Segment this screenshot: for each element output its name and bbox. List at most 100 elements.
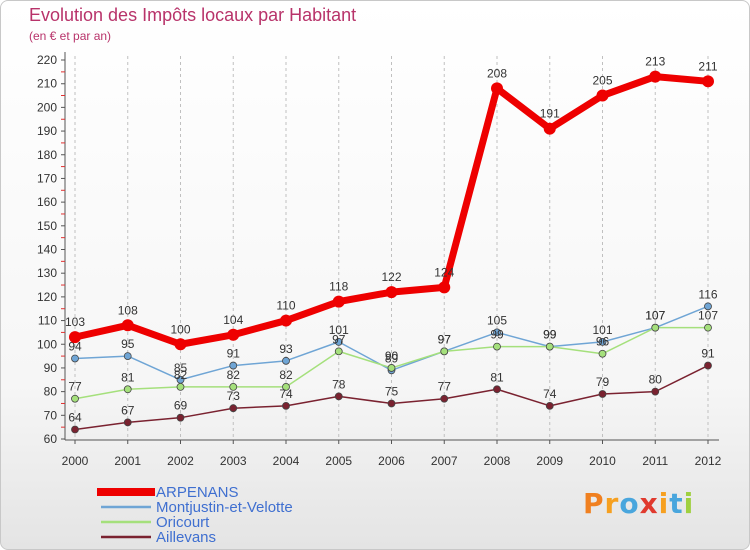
data-label-montjustin-et-velotte: 97 bbox=[438, 332, 452, 346]
series-arpenans: 103 108 100 104 110 118 122 124 208 191 205 213 211 bbox=[65, 55, 718, 351]
data-point-montjustin-et-velotte bbox=[493, 328, 501, 337]
x-tick-label: 2008 bbox=[484, 454, 511, 468]
data-point-arpenans bbox=[702, 75, 714, 88]
data-label-montjustin-et-velotte: 105 bbox=[487, 313, 507, 327]
data-point-aillevans bbox=[651, 387, 660, 396]
data-label-aillevans: 69 bbox=[174, 399, 188, 413]
data-label-arpenans: 208 bbox=[487, 66, 507, 80]
data-label-oricourt: 82 bbox=[279, 368, 293, 382]
data-point-oricourt bbox=[334, 347, 343, 356]
data-label-oricourt: 97 bbox=[332, 332, 346, 346]
y-tick-label: 110 bbox=[38, 314, 57, 328]
data-point-oricourt bbox=[493, 342, 501, 351]
data-point-oricourt bbox=[545, 342, 554, 351]
chart-subtitle: (en € et par an) bbox=[29, 29, 112, 43]
data-label-aillevans: 91 bbox=[701, 347, 715, 361]
data-label-montjustin-et-velotte: 116 bbox=[698, 287, 717, 301]
legend-label-arpenans: ARPENANS bbox=[156, 484, 239, 501]
y-tick-label: 130 bbox=[37, 266, 57, 280]
data-label-arpenans: 110 bbox=[276, 299, 295, 313]
data-point-arpenans bbox=[332, 295, 345, 308]
data-point-aillevans bbox=[71, 425, 79, 434]
data-point-oricourt bbox=[282, 382, 290, 391]
series-aillevans: 64 67 69 73 74 78 75 77 81 74 79 80 91 bbox=[68, 347, 715, 434]
data-point-arpenans bbox=[543, 122, 556, 135]
data-label-aillevans: 79 bbox=[596, 375, 610, 389]
data-point-montjustin-et-velotte bbox=[123, 352, 132, 360]
data-point-arpenans bbox=[227, 328, 240, 341]
y-tick-label: 220 bbox=[37, 53, 57, 67]
data-point-oricourt bbox=[176, 382, 185, 391]
x-tick-label: 2001 bbox=[114, 454, 141, 468]
data-point-aillevans bbox=[440, 394, 449, 403]
data-label-aillevans: 73 bbox=[227, 389, 241, 403]
y-tick-label: 150 bbox=[37, 219, 57, 233]
data-label-oricourt: 96 bbox=[596, 335, 610, 349]
legend-label-aillevans: Aillevans bbox=[156, 529, 216, 546]
data-label-montjustin-et-velotte: 93 bbox=[279, 342, 293, 356]
x-tick-label: 2012 bbox=[695, 454, 722, 468]
data-point-montjustin-et-velotte bbox=[334, 337, 343, 346]
data-label-oricourt: 97 bbox=[438, 332, 452, 346]
data-point-oricourt bbox=[387, 364, 396, 372]
data-point-aillevans bbox=[229, 404, 238, 413]
data-point-montjustin-et-velotte bbox=[704, 302, 712, 311]
data-point-aillevans bbox=[334, 392, 343, 401]
data-label-montjustin-et-velotte: 101 bbox=[329, 323, 349, 337]
data-label-aillevans: 74 bbox=[543, 387, 557, 401]
y-tick-label: 180 bbox=[37, 148, 57, 162]
data-point-arpenans bbox=[385, 286, 398, 299]
data-point-oricourt bbox=[440, 347, 449, 356]
x-tick-label: 2010 bbox=[589, 454, 616, 468]
data-label-montjustin-et-velotte: 107 bbox=[645, 309, 665, 323]
data-point-arpenans bbox=[649, 70, 662, 83]
data-label-arpenans: 213 bbox=[645, 55, 665, 69]
data-point-aillevans bbox=[282, 401, 290, 410]
data-label-montjustin-et-velotte: 99 bbox=[543, 328, 557, 342]
data-label-arpenans: 124 bbox=[434, 265, 454, 279]
data-point-oricourt bbox=[704, 323, 712, 332]
data-label-montjustin-et-velotte: 89 bbox=[385, 351, 399, 365]
chart-title: Evolution des Impôts locaux par Habitant bbox=[29, 5, 357, 25]
y-tick-label: 60 bbox=[44, 432, 58, 446]
series-oricourt: 77 81 82 82 82 97 90 97 99 99 96 107 107 bbox=[68, 309, 718, 403]
data-label-aillevans: 75 bbox=[385, 384, 399, 398]
data-label-arpenans: 108 bbox=[118, 303, 138, 317]
data-point-montjustin-et-velotte bbox=[229, 361, 238, 370]
data-label-oricourt: 107 bbox=[698, 309, 718, 323]
x-tick-label: 2002 bbox=[167, 454, 194, 468]
data-point-aillevans bbox=[598, 390, 607, 398]
data-point-oricourt bbox=[651, 323, 660, 332]
data-label-oricourt: 99 bbox=[543, 328, 557, 342]
data-label-arpenans: 118 bbox=[329, 280, 348, 294]
data-point-oricourt bbox=[71, 394, 79, 403]
data-label-oricourt: 82 bbox=[227, 368, 241, 382]
data-label-arpenans: 103 bbox=[65, 315, 85, 329]
data-point-arpenans bbox=[438, 281, 451, 294]
data-label-oricourt: 81 bbox=[121, 370, 135, 384]
data-point-oricourt bbox=[229, 382, 238, 391]
data-point-aillevans bbox=[545, 401, 554, 410]
data-point-arpenans bbox=[280, 314, 292, 327]
legend-label-montjustin-et-velotte: Montjustin-et-Velotte bbox=[156, 499, 293, 516]
data-point-oricourt bbox=[123, 385, 132, 394]
data-point-arpenans bbox=[121, 319, 134, 332]
legend-label-oricourt: Oricourt bbox=[156, 514, 210, 531]
y-tick-label: 170 bbox=[37, 171, 57, 185]
x-tick-label: 2009 bbox=[536, 454, 563, 468]
y-tick-label: 210 bbox=[37, 77, 57, 91]
x-tick-label: 2006 bbox=[378, 454, 405, 468]
data-label-aillevans: 77 bbox=[438, 380, 452, 394]
data-point-montjustin-et-velotte bbox=[598, 337, 607, 346]
data-label-aillevans: 67 bbox=[121, 403, 135, 417]
x-tick-label: 2005 bbox=[325, 454, 352, 468]
data-label-oricourt: 99 bbox=[490, 328, 504, 342]
data-label-arpenans: 104 bbox=[223, 313, 243, 327]
x-tick-label: 2004 bbox=[273, 454, 300, 468]
y-tick-label: 100 bbox=[37, 337, 57, 351]
y-tick-label: 140 bbox=[37, 243, 57, 257]
y-tick-label: 190 bbox=[37, 124, 57, 138]
data-label-aillevans: 74 bbox=[279, 387, 293, 401]
